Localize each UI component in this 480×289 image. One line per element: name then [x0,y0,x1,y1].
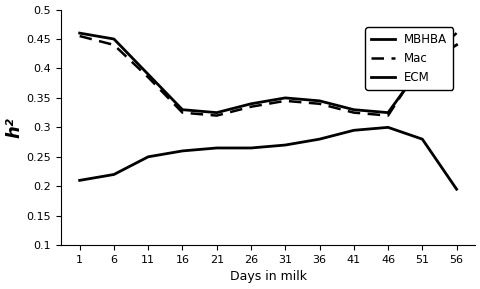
Mac [282,99,288,103]
ECM [214,146,219,150]
ECM [248,146,253,150]
Y-axis label: h²: h² [6,117,24,138]
MBHBA [248,102,253,105]
MBHBA [453,43,458,47]
Line: ECM: ECM [80,127,456,189]
MBHBA [282,96,288,100]
Mac [316,102,322,105]
Mac [248,105,253,108]
MBHBA [384,111,390,114]
MBHBA [77,32,83,35]
Mac [214,114,219,117]
Mac [350,111,356,114]
Mac [77,34,83,38]
MBHBA [111,37,117,41]
ECM [111,173,117,176]
ECM [419,137,424,141]
Line: MBHBA: MBHBA [80,33,456,113]
ECM [282,143,288,147]
Mac [145,75,151,79]
MBHBA [350,108,356,112]
Mac [179,111,185,114]
Mac [419,61,424,64]
Mac [453,32,458,35]
ECM [145,155,151,159]
Mac [384,114,390,117]
ECM [179,149,185,153]
ECM [316,137,322,141]
ECM [384,126,390,129]
MBHBA [316,99,322,103]
MBHBA [179,108,185,112]
Legend: MBHBA, Mac, ECM: MBHBA, Mac, ECM [364,27,452,90]
MBHBA [214,111,219,114]
ECM [350,129,356,132]
X-axis label: Days in milk: Days in milk [229,271,306,284]
ECM [453,188,458,191]
MBHBA [145,73,151,76]
Mac [111,43,117,47]
ECM [77,179,83,182]
MBHBA [419,64,424,67]
Line: Mac: Mac [80,33,456,116]
